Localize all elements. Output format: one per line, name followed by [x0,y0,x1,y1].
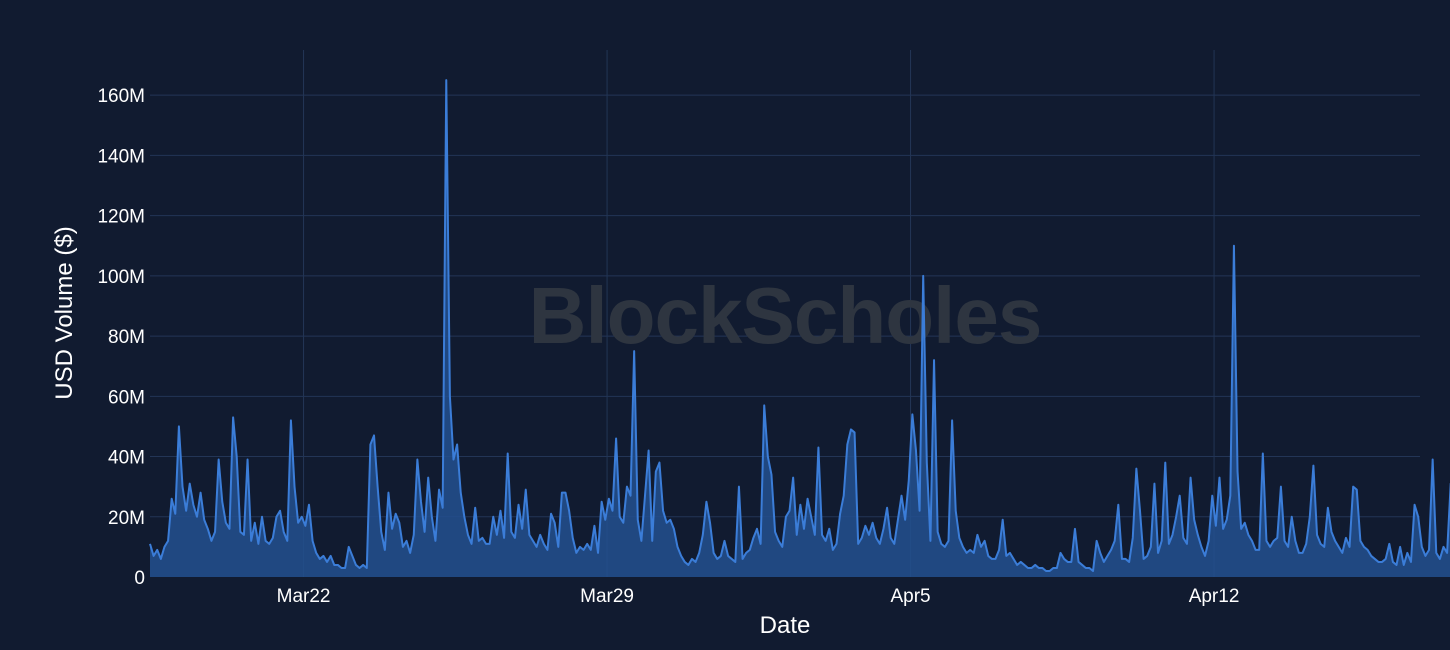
data-layer [149,79,1450,577]
x-tick-labels: Mar22 Mar29 Apr5 Apr12 [277,586,1240,607]
grid-lines [150,50,1420,577]
x-tick-label: Mar29 [580,586,634,607]
y-tick-label: 160M [97,86,145,107]
y-tick-label: 60M [108,387,145,408]
y-tick-label: 100M [97,267,145,288]
x-tick-label: Apr5 [890,586,930,607]
y-tick-labels: 0 20M 40M 60M 80M 100M 120M 140M 160M [97,86,145,589]
y-tick-label: 0 [134,568,145,589]
blockscholes-watermark: BlockScholes [529,271,1042,360]
y-tick-label: 80M [108,327,145,348]
x-axis-title: Date [760,612,811,639]
y-tick-label: 40M [108,448,145,469]
x-tick-label: Apr12 [1189,586,1240,607]
x-tick-label: Mar22 [277,586,331,607]
y-axis-title: USD Volume ($) [51,226,78,399]
volume-area-fill [150,80,1450,577]
y-tick-label: 140M [97,146,145,167]
y-tick-label: 20M [108,508,145,529]
volume-series-line [149,79,1450,572]
y-tick-label: 120M [97,207,145,228]
